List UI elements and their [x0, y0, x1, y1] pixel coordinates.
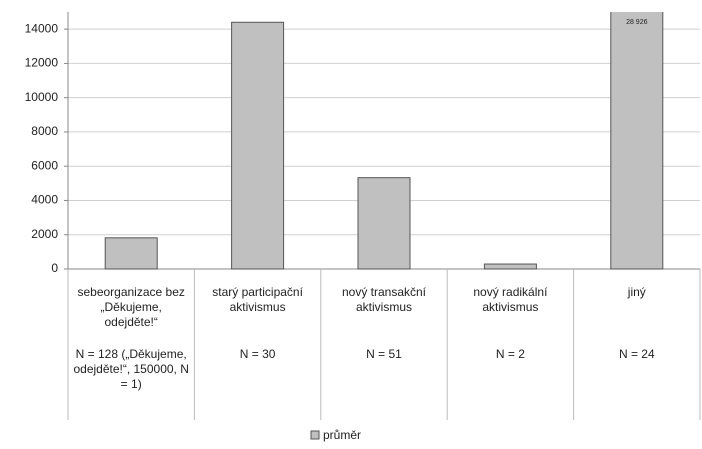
bar — [104, 237, 158, 270]
y-tick-label: 10000 — [25, 90, 59, 104]
x-tick-label: nový transakční aktivismus — [341, 285, 427, 314]
legend-label: průměr — [323, 428, 361, 442]
category-note: N = 2 — [495, 347, 525, 361]
category-note: N = 128 („Děkujeme, odejděte!“, 150000, … — [73, 347, 189, 391]
y-tick-label: 0 — [51, 261, 58, 275]
x-tick-label: nový radikální aktivismus — [473, 285, 548, 314]
bar — [483, 263, 537, 270]
category-note: N = 30 — [239, 347, 276, 361]
y-tick-label: 8000 — [31, 124, 58, 138]
y-tick-label: 6000 — [31, 158, 58, 172]
category-note: N = 24 — [618, 347, 655, 361]
bar — [357, 177, 411, 270]
x-tick-label: starý participační aktivismus — [212, 285, 303, 314]
x-tick-label: jiný — [627, 285, 646, 299]
y-tick-label: 14000 — [25, 21, 59, 35]
bar — [610, 12, 664, 270]
data-label: 28 926 — [626, 19, 648, 26]
legend-swatch — [310, 430, 320, 440]
y-tick-label: 4000 — [31, 193, 58, 207]
category-note: N = 51 — [366, 347, 402, 361]
y-tick-label: 2000 — [31, 227, 58, 241]
y-tick-label: 12000 — [25, 56, 59, 70]
bars — [104, 12, 664, 270]
bar — [231, 21, 285, 270]
x-tick-label: sebeorganizace bez „Děkujeme, odejděte!“ — [77, 285, 185, 329]
